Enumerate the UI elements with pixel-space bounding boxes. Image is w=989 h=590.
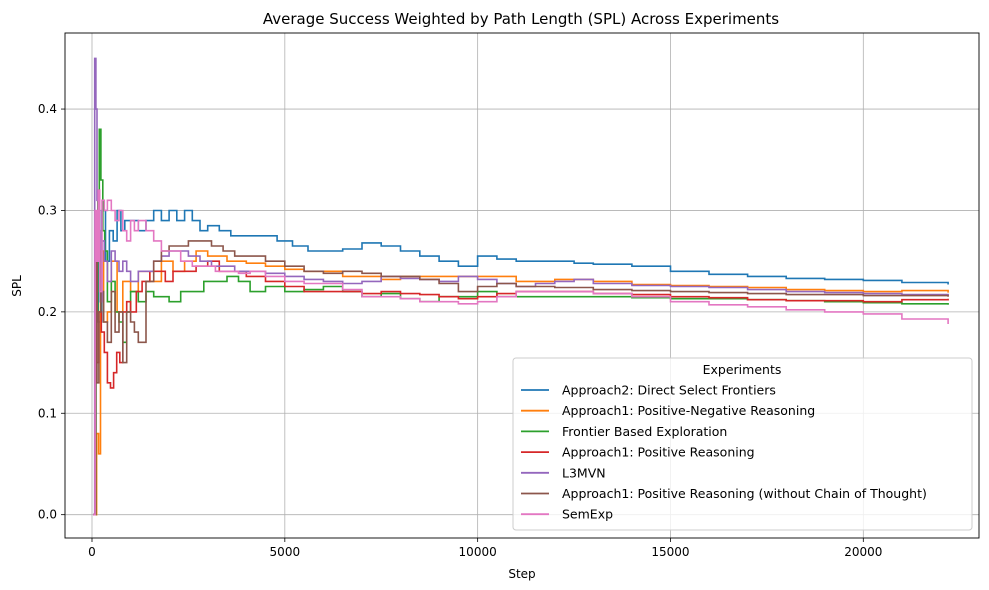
plot-frame — [64, 32, 980, 539]
series-line-5 — [93, 57, 949, 516]
legend-label-4: Approach1: Positive Reasoning — [562, 445, 755, 460]
legend-box — [512, 357, 973, 531]
y-tick-label: 0.0 — [38, 508, 57, 522]
legend-label-5: L3MVN — [562, 465, 606, 480]
legend: Experiments Approach2: Direct Select Fro… — [512, 357, 973, 531]
legend-label-7: SemExp — [562, 507, 613, 522]
x-tick-label: 5000 — [270, 545, 301, 559]
chart-title: Average Success Weighted by Path Length … — [263, 10, 779, 28]
legend-items: Approach2: Direct Select Frontiers Approa… — [521, 383, 927, 522]
x-axis-label: Step — [508, 567, 535, 581]
x-tick-label: 10000 — [459, 545, 497, 559]
x-tick-label: 15000 — [651, 545, 689, 559]
y-tick-label: 0.1 — [38, 406, 57, 420]
y-axis-ticks: 0.0 0.1 0.2 0.3 0.4 — [38, 102, 65, 522]
series-line-1 — [93, 209, 949, 516]
legend-label-1: Approach2: Direct Select Frontiers — [562, 383, 776, 398]
legend-label-6: Approach1: Positive Reasoning (without C… — [562, 486, 927, 501]
y-tick-label: 0.2 — [38, 305, 57, 319]
legend-label-3: Frontier Based Exploration — [562, 424, 727, 439]
y-axis-label: SPL — [10, 275, 24, 297]
x-axis-ticks: 0 5000 10000 15000 20000 — [88, 538, 882, 559]
legend-label-2: Approach1: Positive-Negative Reasoning — [562, 403, 815, 418]
x-tick-label: 0 — [88, 545, 96, 559]
legend-title: Experiments — [703, 362, 782, 377]
y-tick-label: 0.3 — [38, 203, 57, 217]
x-tick-label: 20000 — [844, 545, 882, 559]
series-line-7 — [93, 189, 949, 516]
y-tick-label: 0.4 — [38, 102, 57, 116]
series-line-6 — [93, 240, 949, 516]
series-layer — [93, 57, 949, 516]
